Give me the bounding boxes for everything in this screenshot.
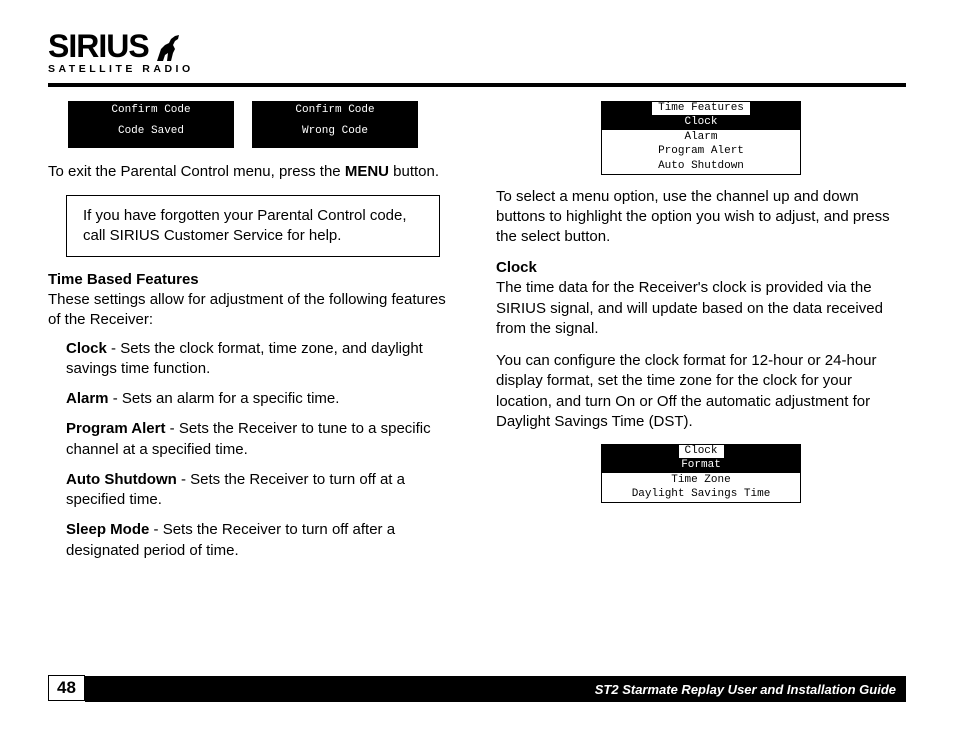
screen-row: Auto Shutdown	[602, 159, 800, 174]
select-instruction: To select a menu option, use the channel…	[496, 187, 906, 248]
feature-alarm: Alarm - Sets an alarm for a specific tim…	[66, 389, 458, 409]
feature-sleep-mode: Sleep Mode - Sets the Receiver to turn o…	[66, 520, 458, 561]
confirm-code-screens: Confirm Code Code Saved Confirm Code Wro…	[48, 101, 458, 148]
left-column: Confirm Code Code Saved Confirm Code Wro…	[48, 101, 458, 571]
brand-logo: SIRIUS SATELLITE RADIO	[48, 28, 906, 75]
clock-para-1: The time data for the Receiver's clock i…	[496, 278, 906, 339]
screen-title-bar: Time Features	[602, 102, 800, 115]
right-column: Time Features Clock Alarm Program Alert …	[496, 101, 906, 571]
time-based-features-heading: Time Based Features	[48, 271, 458, 288]
screen-body: Code Saved	[69, 119, 233, 148]
feature-auto-shutdown: Auto Shutdown - Sets the Receiver to tur…	[66, 470, 458, 511]
page-number: 48	[48, 675, 85, 701]
clock-para-2: You can configure the clock format for 1…	[496, 351, 906, 432]
screen-row: Alarm	[602, 130, 800, 145]
menu-bold: MENU	[345, 163, 389, 180]
forgot-code-callout: If you have forgotten your Parental Cont…	[66, 195, 440, 258]
logo-text: SIRIUS	[48, 28, 149, 65]
screen-title: Confirm Code	[253, 102, 417, 119]
screen-title-text: Clock	[679, 445, 724, 458]
feature-clock: Clock - Sets the clock format, time zone…	[66, 339, 458, 380]
screen-row: Time Zone	[602, 473, 800, 488]
exit-pre: To exit the Parental Control menu, press…	[48, 163, 345, 180]
screen-row: Program Alert	[602, 144, 800, 159]
screen-title-text: Time Features	[652, 102, 750, 115]
screen-clock-menu: Clock Format Time Zone Daylight Savings …	[601, 444, 801, 503]
exit-post: button.	[389, 163, 439, 180]
feature-desc: - Sets the clock format, time zone, and …	[66, 340, 423, 377]
feature-name: Auto Shutdown	[66, 471, 177, 488]
feature-desc: - Sets an alarm for a specific time.	[109, 390, 340, 407]
exit-instruction: To exit the Parental Control menu, press…	[48, 162, 458, 182]
feature-name: Program Alert	[66, 420, 165, 437]
logo-dog-icon	[151, 31, 183, 63]
screen-title-bar: Clock	[602, 445, 800, 458]
screen-time-features: Time Features Clock Alarm Program Alert …	[601, 101, 801, 175]
tbf-intro: These settings allow for adjustment of t…	[48, 290, 458, 331]
page-footer: 48 ST2 Starmate Replay User and Installa…	[48, 676, 906, 702]
feature-name: Alarm	[66, 390, 109, 407]
feature-name: Clock	[66, 340, 107, 357]
header-rule	[48, 83, 906, 87]
screen-row: Daylight Savings Time	[602, 487, 800, 502]
screen-title: Confirm Code	[69, 102, 233, 119]
feature-list: Clock - Sets the clock format, time zone…	[48, 339, 458, 561]
feature-name: Sleep Mode	[66, 521, 149, 538]
screen-code-saved: Confirm Code Code Saved	[68, 101, 234, 148]
screen-body: Wrong Code	[253, 119, 417, 148]
screen-highlight: Clock	[602, 115, 800, 130]
footer-guide-title: ST2 Starmate Replay User and Installatio…	[85, 676, 906, 702]
logo-subtitle: SATELLITE RADIO	[48, 63, 906, 75]
screen-wrong-code: Confirm Code Wrong Code	[252, 101, 418, 148]
screen-highlight: Format	[602, 458, 800, 473]
feature-program-alert: Program Alert - Sets the Receiver to tun…	[66, 419, 458, 460]
clock-heading: Clock	[496, 259, 906, 276]
